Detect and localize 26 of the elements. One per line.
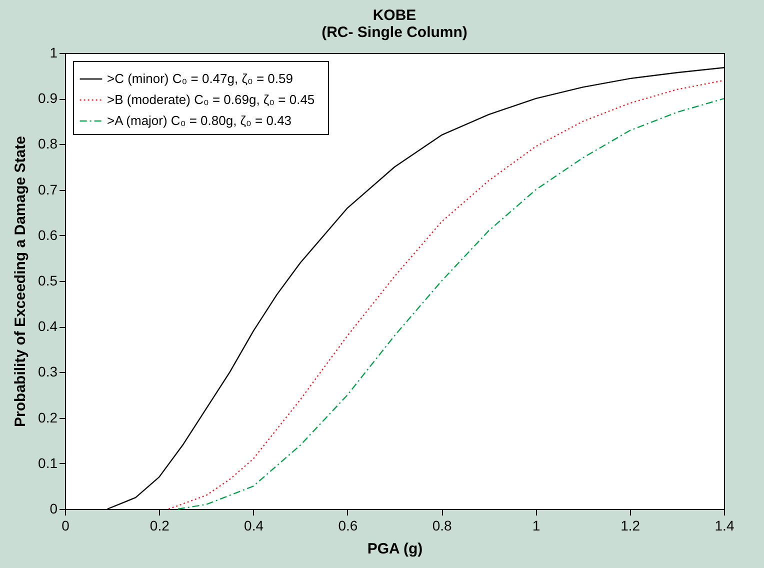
x-tick-label: 0.2 [150, 518, 170, 534]
y-tick-label: 0.8 [38, 136, 58, 152]
y-tick-label: 0.4 [38, 318, 58, 334]
x-tick-label: 0.4 [244, 518, 264, 534]
y-tick-label: 0.7 [38, 181, 58, 198]
y-tick-label: 0.5 [38, 272, 58, 288]
x-tick-label: 1.2 [620, 518, 640, 534]
y-tick-label: 0.9 [38, 90, 58, 106]
x-axis-title: PGA (g) [367, 540, 423, 558]
chart-title: KOBE [372, 7, 416, 24]
y-tick-label: 0.1 [38, 454, 58, 471]
y-tick-label: 0.6 [38, 226, 58, 243]
x-tick-label: 0 [62, 518, 70, 534]
y-tick-label: 0.2 [38, 409, 58, 426]
y-tick-label: 1 [50, 44, 58, 60]
x-tick-label: 1.4 [714, 518, 734, 534]
legend-label: >A (major) C₀ = 0.80g, ζ₀ = 0.43 [107, 113, 292, 128]
x-tick-label: 0.6 [338, 518, 358, 534]
legend-label: >B (moderate) C₀ = 0.69g, ζ₀ = 0.45 [107, 92, 315, 107]
y-tick-label: 0.3 [38, 364, 58, 380]
chart-subtitle: (RC- Single Column) [322, 24, 468, 41]
x-tick-label: 1 [532, 518, 540, 534]
y-tick-label: 0 [50, 500, 58, 516]
y-axis-title: Probability of Exceeding a Damage State [12, 136, 30, 427]
legend-label: >C (minor) C₀ = 0.47g, ζ₀ = 0.59 [107, 71, 293, 86]
x-tick-label: 0.8 [432, 518, 452, 534]
